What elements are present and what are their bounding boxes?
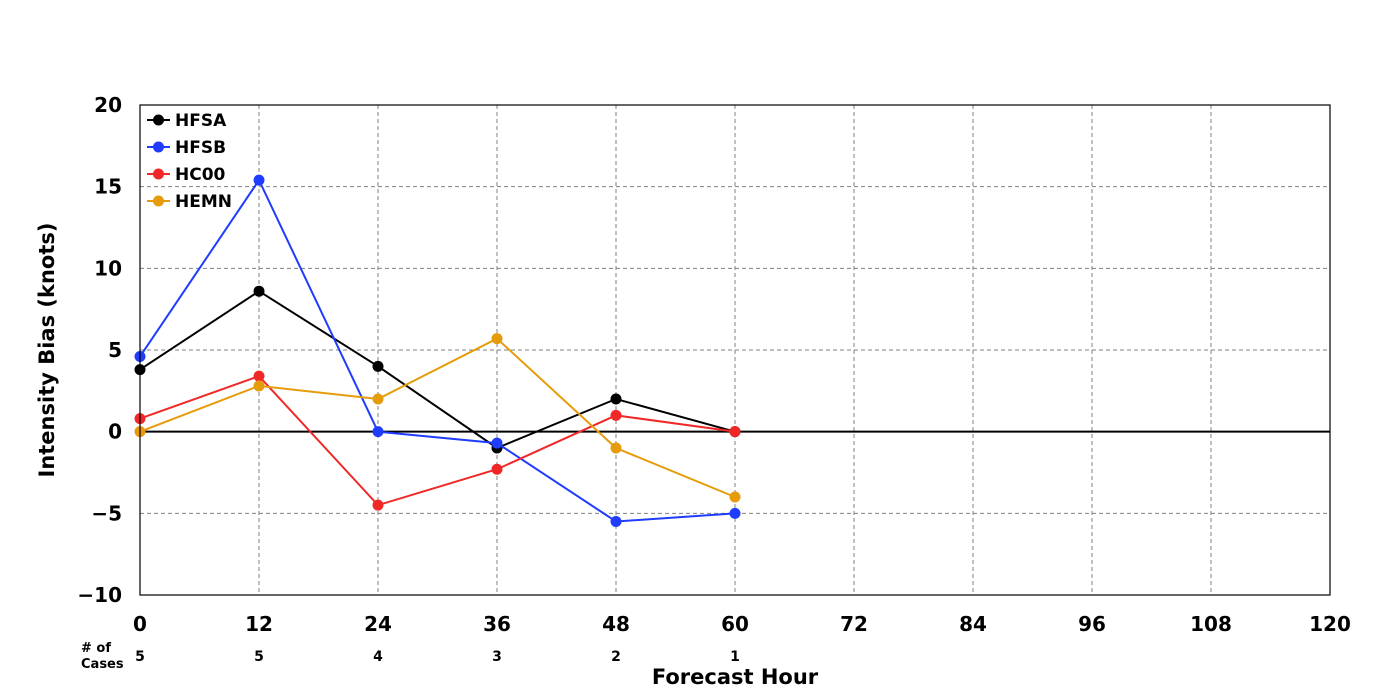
data-point (610, 409, 622, 421)
x-tick-label: 36 (483, 612, 511, 636)
data-point (372, 426, 384, 438)
series-line (139, 178, 736, 523)
data-point (729, 491, 741, 503)
cases-label-line1: # of (81, 641, 111, 656)
legend-label: HFSB (175, 138, 226, 158)
data-point (253, 380, 265, 392)
series-line (139, 290, 736, 450)
series-hc00 (134, 370, 741, 511)
series-lines (134, 174, 741, 527)
x-tick-label: 120 (1309, 612, 1351, 636)
data-point (610, 516, 622, 527)
x-tick-labels: 0 12 24 36 48 60 72 84 96 108 120 (133, 612, 1351, 636)
x-tick-label: 24 (364, 612, 392, 636)
data-point (610, 442, 622, 454)
legend-item: HFSA (147, 111, 227, 131)
data-point (491, 333, 503, 345)
series-hfsb (134, 174, 741, 527)
legend-item: HC00 (147, 165, 226, 185)
y-tick-label: 15 (94, 175, 122, 199)
y-tick-label: −10 (77, 583, 122, 607)
data-point (372, 499, 384, 511)
x-axis-title: Forecast Hour (652, 665, 819, 689)
x-tick-label: 60 (721, 612, 749, 636)
data-point (491, 437, 503, 449)
legend-swatch-marker (153, 114, 164, 126)
x-tick-label: 108 (1190, 612, 1232, 636)
data-point (372, 393, 384, 405)
data-point (253, 285, 265, 297)
legend-swatch-marker (153, 195, 164, 207)
legend: HFSA HFSB HC00 HEMN (147, 111, 232, 212)
legend-item: HFSB (147, 138, 226, 158)
y-tick-label: −5 (91, 501, 122, 525)
data-point (253, 370, 265, 382)
y-tick-label: 10 (94, 256, 122, 280)
case-count: 4 (373, 649, 383, 665)
case-count: 5 (254, 649, 264, 665)
cases-row: # of Cases 5 5 4 3 2 1 (81, 641, 740, 672)
grid-lines (140, 105, 1330, 595)
series-hemn (134, 333, 741, 503)
case-count: 2 (611, 649, 621, 665)
series-line (139, 374, 736, 507)
data-point (729, 426, 741, 438)
series-line (139, 337, 736, 498)
data-point (491, 463, 503, 475)
x-tick-label: 12 (245, 612, 273, 636)
x-tick-label: 48 (602, 612, 630, 636)
legend-swatch-marker (153, 168, 164, 180)
y-axis-title: Intensity Bias (knots) (35, 223, 59, 478)
case-count: 3 (492, 649, 502, 665)
data-point (610, 393, 622, 405)
x-tick-label: 96 (1078, 612, 1106, 636)
cases-label-line2: Cases (81, 657, 124, 672)
legend-label: HC00 (175, 165, 226, 185)
x-tick-label: 84 (959, 612, 987, 636)
data-point (729, 507, 741, 519)
x-tick-label: 0 (133, 612, 147, 636)
case-count: 1 (730, 649, 740, 665)
x-tick-label: 72 (840, 612, 868, 636)
y-tick-label: 5 (108, 338, 122, 362)
legend-label: HEMN (175, 192, 232, 212)
legend-item: HEMN (147, 192, 232, 212)
legend-swatch-marker (153, 141, 164, 153)
plot-frame (139, 104, 1331, 596)
series-hfsa (134, 285, 741, 454)
data-point (372, 360, 384, 372)
data-point (253, 174, 265, 186)
y-tick-label: 0 (108, 420, 122, 444)
y-tick-label: 20 (94, 93, 122, 117)
legend-label: HFSA (175, 111, 227, 131)
case-count: 5 (135, 649, 145, 665)
y-tick-labels: −10 −5 0 5 10 15 20 (77, 93, 122, 607)
